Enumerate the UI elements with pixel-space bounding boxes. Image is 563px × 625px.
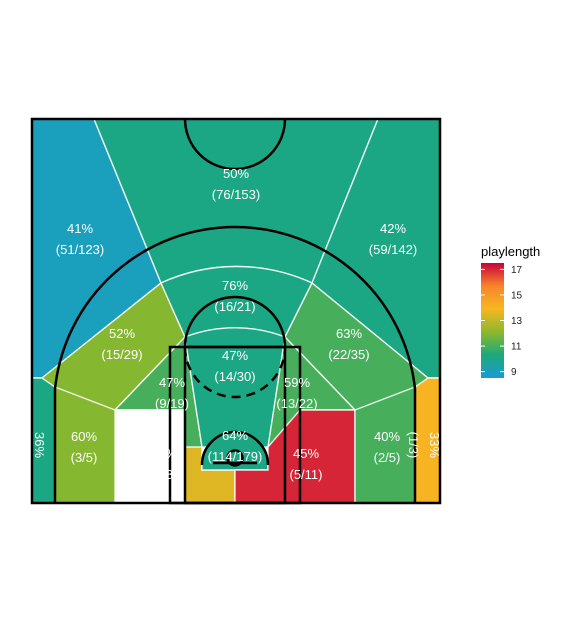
zone-count-short-left: (3/8) bbox=[151, 467, 178, 482]
zone-count-short-right: (5/11) bbox=[290, 467, 323, 482]
zone-label-long-mid-right: 63% (22/35) bbox=[328, 326, 369, 362]
legend-ticks: 9 11 13 15 17 bbox=[481, 265, 523, 378]
zone-pct-short-right: 45% bbox=[293, 446, 319, 461]
zone-label-above-break-left: 41% (51/123) bbox=[56, 221, 104, 257]
legend-tick-label: 9 bbox=[511, 367, 517, 378]
rim bbox=[226, 449, 244, 467]
court-lines bbox=[30, 117, 442, 505]
zone-label-mid-right: 59% (13/22) bbox=[276, 375, 317, 411]
zone-label-short-left: 38% (3/8) bbox=[151, 446, 178, 482]
zone-count-corner-right: (1/3) bbox=[406, 432, 421, 459]
legend-title: playlength bbox=[481, 244, 540, 259]
zone-pct-corner-right: 33% bbox=[427, 432, 442, 458]
zone-label-above-break-right: 42% (59/142) bbox=[369, 221, 417, 257]
zone-pct-long-mid-left: 52% bbox=[109, 326, 135, 341]
zone-pct-long-mid-center: 76% bbox=[222, 278, 248, 293]
free-throw-circle-bottom bbox=[183, 346, 287, 399]
zone-pct-wing-baseline-left: 60% bbox=[71, 429, 97, 444]
zone-label-restricted: 64% (114/179) bbox=[208, 428, 263, 464]
zone-pct-long-mid-right: 63% bbox=[336, 326, 362, 341]
zone-pct-above-break-right: 42% bbox=[380, 221, 406, 236]
zone-pct-short-left: 38% bbox=[151, 446, 177, 461]
zone-label-wing-baseline-left: 60% (3/5) bbox=[71, 429, 98, 465]
zone-count-long-mid-center: (16/21) bbox=[214, 299, 255, 314]
zone-count-mid-right: (13/22) bbox=[276, 396, 317, 411]
half-court-circle bbox=[183, 118, 287, 171]
free-throw-circle-top bbox=[183, 295, 287, 348]
zone-label-corner-left: 36% (16/44) bbox=[11, 424, 47, 465]
legend-tick-label: 11 bbox=[511, 342, 522, 353]
zone-count-restricted: (114/179) bbox=[208, 449, 263, 464]
zone-pct-mid-left: 47% bbox=[159, 375, 185, 390]
zone-count-long-mid-left: (15/29) bbox=[101, 347, 142, 362]
legend-tick-label: 13 bbox=[511, 316, 523, 327]
zone-label-above-break-center: 50% (76/153) bbox=[212, 166, 260, 202]
restricted-area bbox=[200, 430, 270, 466]
zone-pct-restricted: 64% bbox=[222, 428, 248, 443]
zone-labels: 41% (51/123) 50% (76/153) 42% (59/142) 52% (15/… bbox=[11, 166, 442, 482]
zone-label-long-mid-center: 76% (16/21) bbox=[214, 278, 255, 314]
zone-label-wing-baseline-right: 40% (2/5) bbox=[374, 429, 401, 465]
zone-count-above-break-right: (59/142) bbox=[369, 242, 417, 257]
zone-pct-paint-center: 47% bbox=[222, 348, 248, 363]
court-zones bbox=[31, 118, 441, 504]
legend-tick-label: 17 bbox=[511, 265, 523, 276]
zone-count-wing-baseline-right: (2/5) bbox=[374, 450, 401, 465]
zone-count-above-break-left: (51/123) bbox=[56, 242, 104, 257]
zone-label-long-mid-left: 52% (15/29) bbox=[101, 326, 142, 362]
zone-label-short-right: 45% (5/11) bbox=[290, 446, 323, 482]
legend-colorbar bbox=[481, 263, 504, 378]
zone-pct-wing-baseline-right: 40% bbox=[374, 429, 400, 444]
zone-count-paint-center: (14/30) bbox=[214, 369, 255, 384]
zone-label-paint-center: 47% (14/30) bbox=[214, 348, 255, 384]
legend-tick-label: 15 bbox=[511, 290, 523, 301]
zone-count-corner-left: (16/44) bbox=[11, 424, 26, 465]
zone-count-above-break-center: (76/153) bbox=[212, 187, 260, 202]
zone-count-wing-baseline-left: (3/5) bbox=[71, 450, 98, 465]
paint-inner bbox=[183, 345, 287, 505]
zone-label-mid-left: 47% (9/19) bbox=[155, 375, 189, 411]
zone-pct-corner-left: 36% bbox=[32, 432, 47, 458]
zone-pct-above-break-left: 41% bbox=[67, 221, 93, 236]
zone-count-long-mid-right: (22/35) bbox=[328, 347, 369, 362]
zone-pct-above-break-center: 50% bbox=[223, 166, 249, 181]
three-point-arc bbox=[53, 225, 417, 503]
zone-count-mid-left: (9/19) bbox=[155, 396, 189, 411]
zone-label-corner-right: 33% (1/3) bbox=[406, 432, 442, 459]
legend: playlength 9 11 13 15 17 bbox=[481, 244, 540, 378]
zone-pct-mid-right: 59% bbox=[284, 375, 310, 390]
